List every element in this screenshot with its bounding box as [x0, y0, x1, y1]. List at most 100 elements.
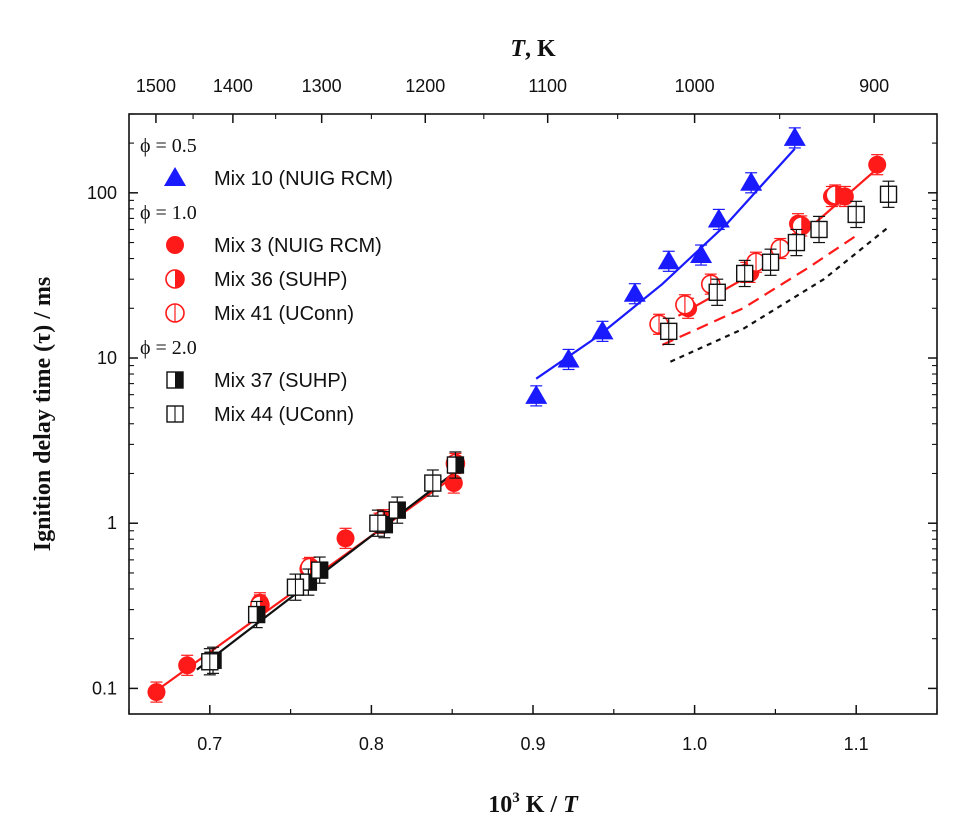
marker-shape	[525, 384, 548, 404]
x-axis-title-unit: K /	[520, 792, 563, 818]
mix44-point	[660, 322, 678, 341]
axis-ticks: 0.7 0.8 0.9 1.0 1.1 0.1 1 10 100 1500 1400 1300 1200…	[87, 76, 938, 754]
x-axis-title-variable: T	[563, 792, 579, 818]
y-tick-label: 10	[97, 348, 117, 368]
marker-fill	[801, 216, 811, 235]
legend-marker-mix10	[164, 167, 186, 186]
legend-entry-label: Mix 3 (NUIG RCM)	[214, 235, 382, 257]
marker-shape	[740, 171, 763, 191]
marker-shape	[707, 208, 730, 228]
mix10-point	[690, 244, 713, 264]
legend-group-label: ϕ = 0.5	[140, 135, 197, 157]
mix10-point	[740, 171, 763, 191]
mix44-point	[761, 253, 780, 271]
legend-group-label: ϕ = 1.0	[140, 202, 197, 224]
mix37-point	[247, 605, 266, 624]
top-tick-label: 1300	[302, 76, 342, 96]
marker-shape	[690, 244, 713, 264]
y-tick-label: 100	[87, 183, 117, 203]
x-tick-label: 0.7	[197, 734, 222, 754]
mix44-point	[847, 205, 865, 224]
mix10-point	[525, 384, 548, 404]
top-tick-label: 900	[859, 76, 889, 96]
mix10-point	[657, 250, 680, 270]
marker-shape	[623, 282, 646, 302]
top-axis-title-unit: , K	[525, 36, 556, 62]
marker-shape	[164, 167, 186, 186]
mix37-point	[446, 456, 465, 474]
mix44-point	[810, 220, 828, 239]
legend-marker-mix37	[166, 371, 184, 389]
legend-entry-label: Mix 37 (SUHP)	[214, 370, 347, 392]
x-tick-label: 1.0	[682, 734, 707, 754]
data-points	[147, 126, 898, 703]
x-axis-title-superscript: 3	[512, 790, 520, 806]
top-axis-title-variable: T	[510, 36, 526, 62]
mix44-point	[708, 283, 726, 301]
marker-shape	[783, 126, 806, 146]
x-axis-title-base: 10	[488, 792, 512, 818]
marker-fill	[319, 562, 328, 579]
mix3-point	[336, 529, 355, 548]
top-axis-title: T, K	[510, 36, 556, 62]
fit-red-dash-line	[661, 234, 857, 346]
legend-marker-mix3	[166, 236, 184, 254]
top-tick-label: 1400	[213, 76, 253, 96]
marker-shape	[591, 320, 614, 340]
fit-blue-line	[535, 147, 796, 380]
x-tick-label: 0.8	[359, 734, 384, 754]
marker-fill	[397, 502, 406, 519]
mix10-point	[557, 348, 580, 368]
mix37-point	[310, 561, 329, 579]
top-tick-label: 1500	[136, 76, 176, 96]
mix44-point	[286, 578, 305, 596]
legend-marker-mix44	[166, 405, 184, 423]
marker-fill	[308, 574, 317, 591]
mix44-point	[735, 264, 754, 283]
marker-fill	[835, 186, 845, 205]
marker-fill	[455, 457, 464, 474]
top-tick-label: 1200	[405, 76, 445, 96]
marker-shape	[336, 529, 355, 548]
legend-entry-label: Mix 36 (SUHP)	[214, 269, 347, 291]
marker-shape	[178, 656, 197, 675]
marker-shape	[557, 348, 580, 368]
legend-entry-label: Mix 44 (UConn)	[214, 404, 354, 426]
y-axis-title: Ignition delay time (τ) / ms	[30, 277, 56, 551]
legend-entry-label: Mix 41 (UConn)	[214, 303, 354, 325]
mix10-point	[591, 320, 614, 340]
top-tick-label: 1100	[528, 76, 567, 96]
top-tick-label: 1000	[675, 76, 715, 96]
mix41-point	[675, 294, 695, 315]
marker-fill	[175, 372, 183, 388]
mix44-point	[369, 514, 387, 532]
mix10-point	[783, 126, 806, 146]
marker-shape	[868, 155, 887, 174]
marker-fill	[256, 606, 265, 623]
x-tick-label: 1.1	[844, 734, 869, 754]
legend-group-label: ϕ = 2.0	[140, 337, 197, 359]
marker-fill	[384, 516, 393, 533]
mix10-point	[623, 282, 646, 302]
mix37-point	[388, 501, 406, 519]
legend-marker-mix36	[165, 269, 185, 289]
y-tick-label: 1	[107, 513, 117, 533]
mix44-point	[787, 233, 806, 252]
mix44-point	[879, 185, 898, 203]
y-tick-label: 0.1	[92, 678, 117, 698]
marker-shape	[444, 474, 463, 493]
legend: ϕ = 0.5 Mix 10 (NUIG RCM) ϕ = 1.0 Mix 3 (NU…	[140, 135, 393, 426]
mix3-point	[178, 656, 197, 675]
marker-shape	[166, 236, 184, 254]
x-tick-label: 0.9	[520, 734, 545, 754]
mix36-point	[825, 185, 845, 205]
mix3-point	[147, 683, 166, 702]
mix44-point	[424, 474, 442, 492]
mix3-point	[444, 474, 463, 493]
marker-fill	[175, 270, 184, 288]
mix36-point	[791, 216, 812, 236]
legend-entry-label: Mix 10 (NUIG RCM)	[214, 168, 393, 190]
mix44-point	[201, 653, 219, 671]
mix3-point	[868, 155, 887, 174]
